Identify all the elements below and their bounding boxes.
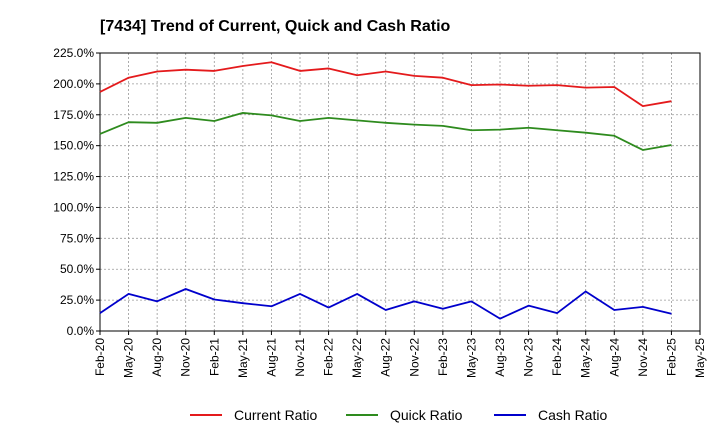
- x-tick-label: Feb-20: [93, 338, 107, 376]
- y-tick-label: 100.0%: [53, 200, 94, 214]
- y-axis: 0.0% 25.0% 50.0% 75.0% 100.0% 125.0% 150.0% 175…: [53, 46, 100, 338]
- y-tick-label: 75.0%: [60, 231, 94, 245]
- cash-ratio-line: [99, 288, 672, 320]
- x-tick-label: Nov-22: [407, 338, 421, 377]
- y-tick-label: 50.0%: [60, 262, 94, 276]
- legend-item-quick-ratio: Quick Ratio: [346, 407, 463, 423]
- x-tick-label: Nov-24: [636, 338, 650, 377]
- y-tick-label: 200.0%: [53, 77, 94, 91]
- x-tick-label: Feb-22: [322, 338, 336, 376]
- legend-label: Cash Ratio: [538, 407, 607, 423]
- y-tick-label: 25.0%: [60, 293, 94, 307]
- x-tick-label: Nov-21: [293, 338, 307, 377]
- x-tick-label: May-25: [693, 338, 707, 378]
- x-tick-label: Feb-21: [207, 338, 221, 376]
- x-tick-label: May-23: [464, 338, 478, 378]
- x-axis: Feb-20 May-20 Aug-20 Nov-20 Feb-21 May-21 Aug-…: [93, 331, 707, 378]
- x-tick-label: Nov-23: [522, 338, 536, 377]
- x-tick-label: Feb-24: [550, 338, 564, 376]
- x-tick-label: May-24: [579, 338, 593, 378]
- x-tick-label: May-22: [350, 338, 364, 378]
- x-tick-label: May-20: [122, 338, 136, 378]
- x-tick-label: Aug-21: [264, 338, 278, 377]
- y-tick-label: 125.0%: [53, 170, 94, 184]
- legend-item-current-ratio: Current Ratio: [190, 407, 317, 423]
- y-tick-label: 0.0%: [67, 324, 95, 338]
- quick-ratio-line: [99, 112, 672, 151]
- legend: Current Ratio Quick Ratio Cash Ratio: [190, 407, 607, 423]
- x-tick-label: May-21: [236, 338, 250, 378]
- x-tick-label: Feb-23: [436, 338, 450, 376]
- legend-label: Current Ratio: [234, 407, 317, 423]
- y-tick-label: 150.0%: [53, 139, 94, 153]
- grid-layer: [100, 53, 700, 331]
- plot-area-border: [99, 52, 701, 332]
- x-tick-label: Aug-23: [493, 338, 507, 377]
- x-tick-label: Aug-22: [379, 338, 393, 377]
- legend-label: Quick Ratio: [390, 407, 463, 423]
- x-tick-label: Aug-24: [607, 338, 621, 377]
- current-ratio-line: [99, 61, 672, 108]
- y-tick-label: 175.0%: [53, 108, 94, 122]
- x-tick-label: Aug-20: [150, 338, 164, 377]
- chart-title: [7434] Trend of Current, Quick and Cash …: [100, 18, 451, 35]
- legend-item-cash-ratio: Cash Ratio: [494, 407, 607, 423]
- x-tick-label: Nov-20: [179, 338, 193, 377]
- series-layer: [99, 61, 672, 320]
- y-tick-label: 225.0%: [53, 46, 94, 60]
- x-tick-label: Feb-25: [664, 338, 678, 376]
